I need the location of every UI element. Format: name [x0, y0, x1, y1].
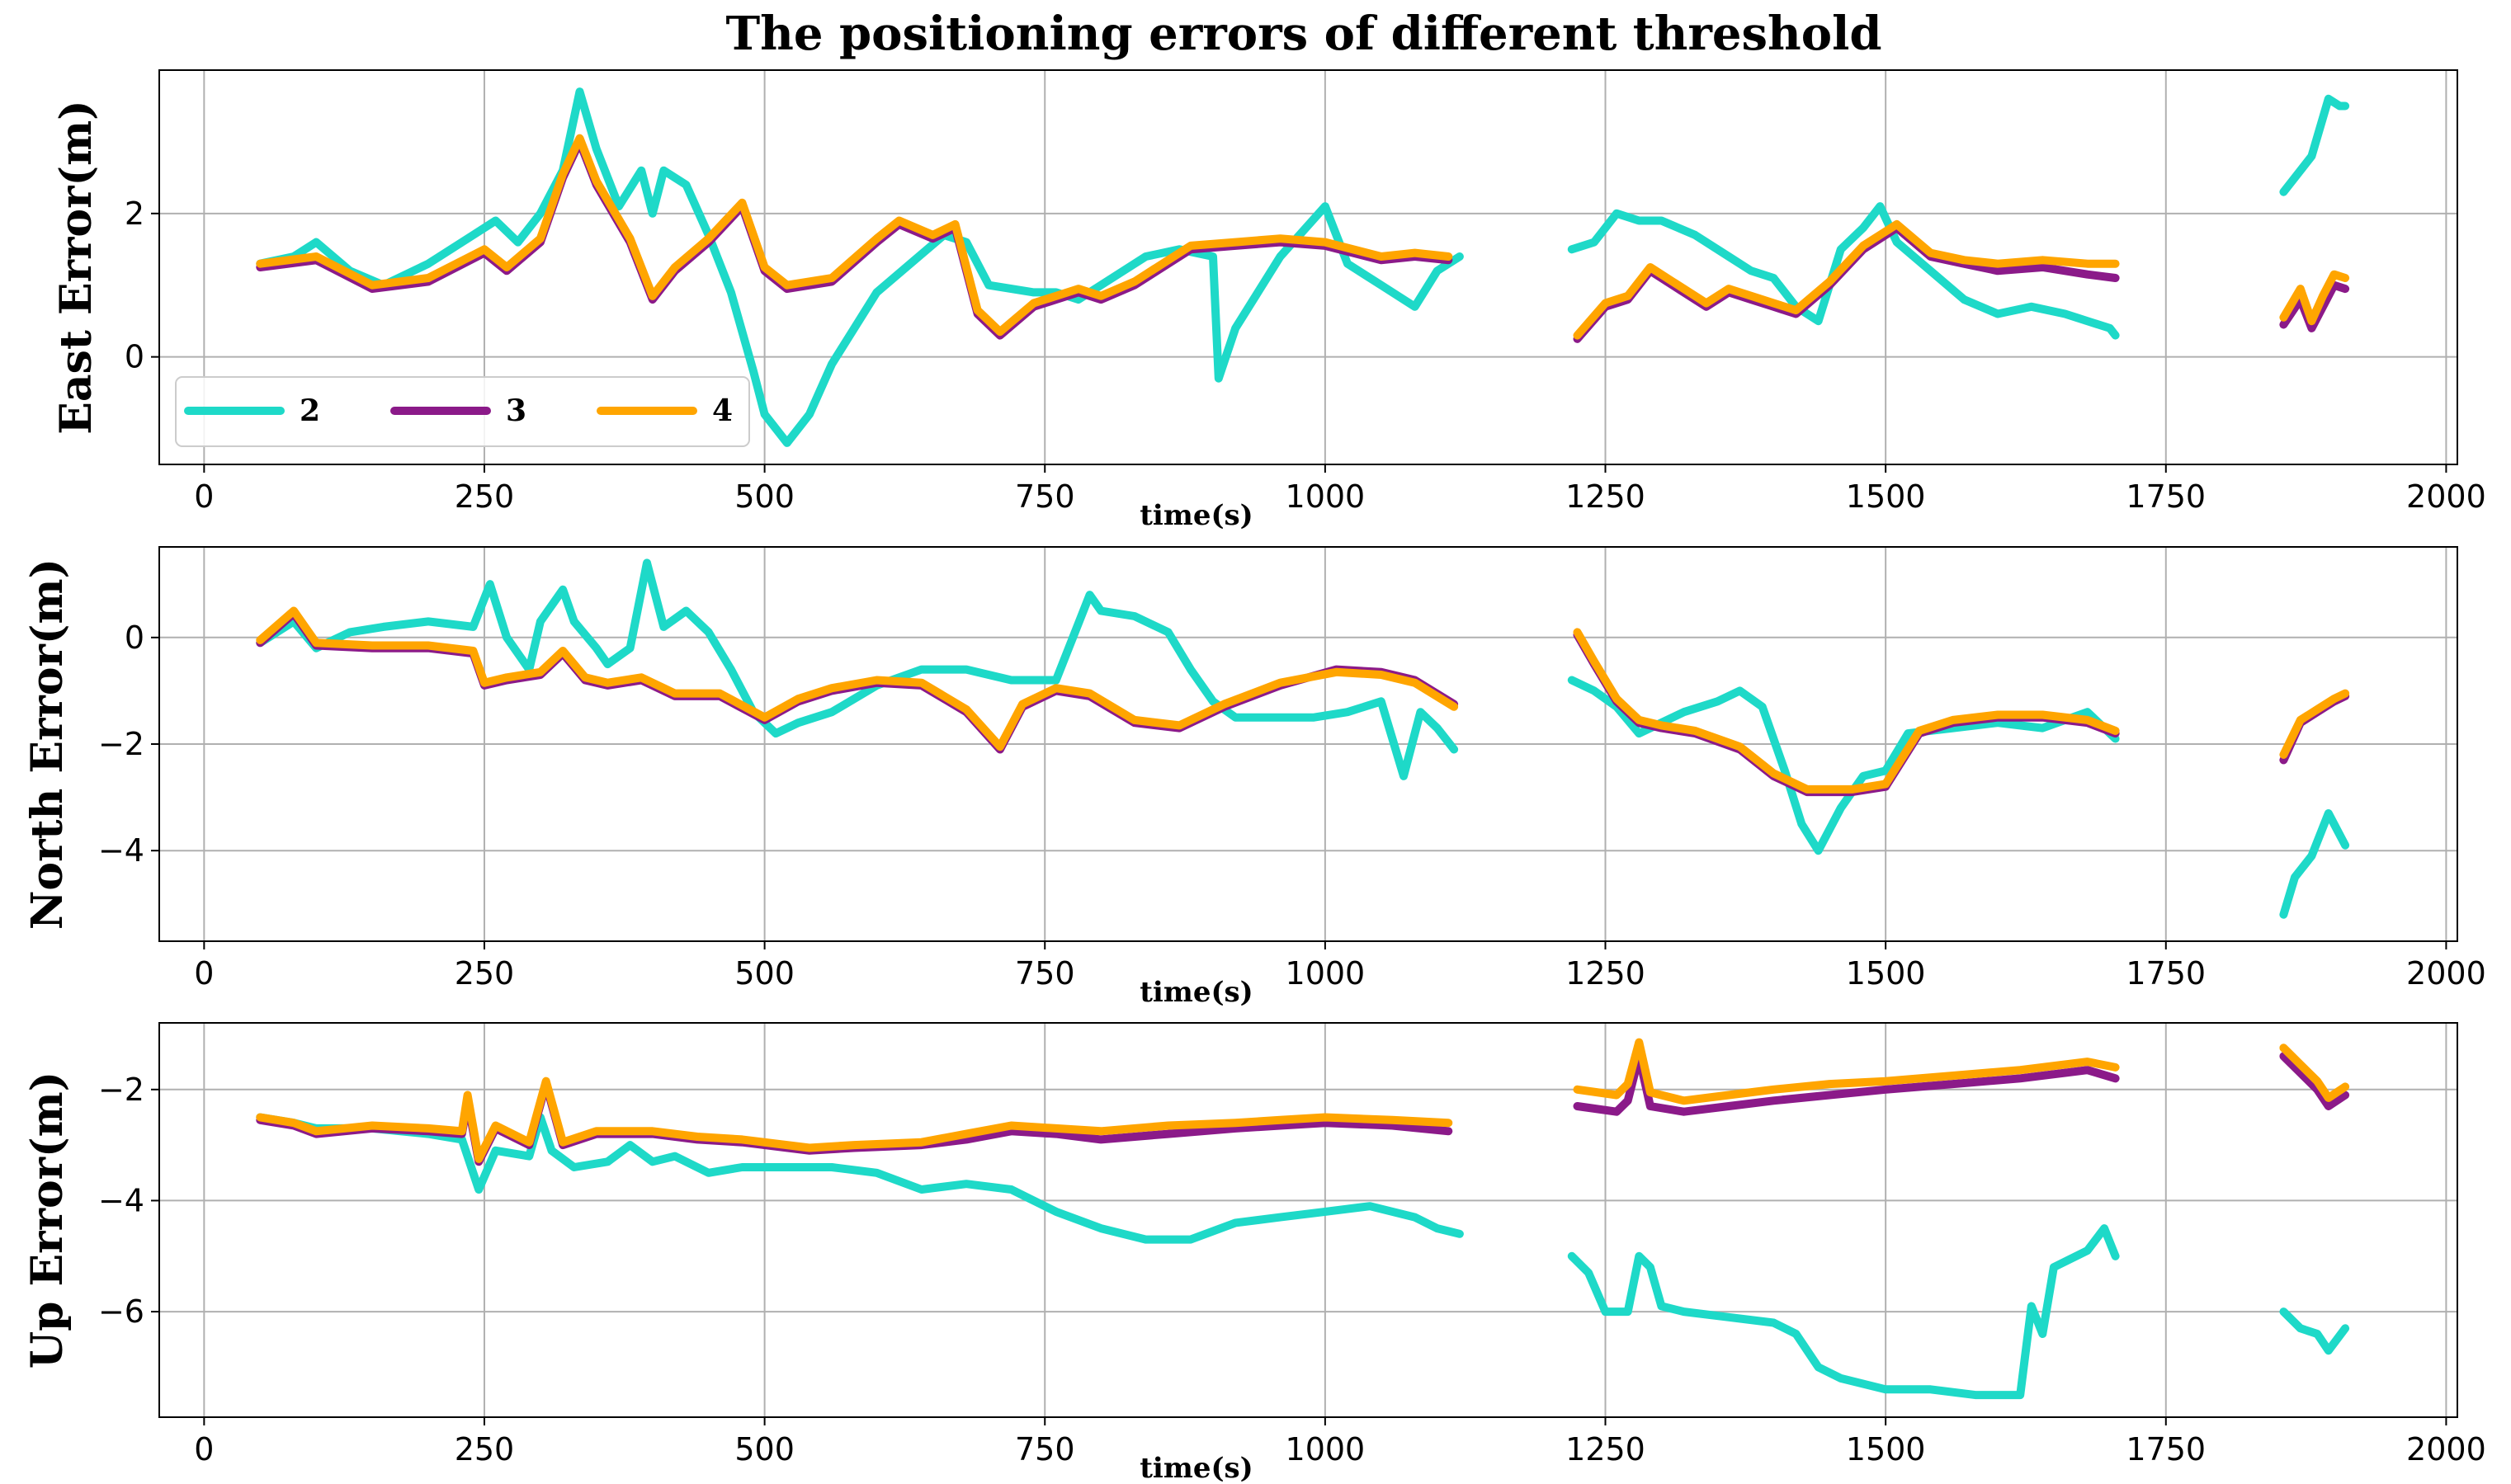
- series-4-line: [1573, 219, 2120, 340]
- x-tick-label: 1500: [1846, 478, 1926, 515]
- y-tick-label: 0: [125, 620, 144, 656]
- x-tick-label: 1000: [1286, 1431, 1366, 1468]
- y-axis-label: East Error(m): [51, 100, 101, 434]
- series-2-line: [2279, 1307, 2350, 1355]
- x-tick-label: 500: [734, 478, 795, 515]
- plot-frame: [158, 1022, 2458, 1418]
- y-tick-label: −4: [98, 832, 144, 869]
- plot-frame: [158, 69, 2458, 465]
- x-tick-label: 250: [455, 1431, 515, 1468]
- series-4-line: [1573, 628, 2120, 794]
- series-4-line: [256, 1076, 1453, 1163]
- series-4-line: [2279, 1044, 2350, 1102]
- x-tick-label: 0: [194, 955, 214, 992]
- legend-label-3: 3: [506, 393, 526, 428]
- x-tick-label: 1500: [1846, 955, 1926, 992]
- legend-label-2: 2: [300, 393, 320, 428]
- series-4-line: [256, 134, 1453, 337]
- x-tick-label: 0: [194, 1431, 214, 1468]
- y-axis-label: Up Error(m): [22, 1072, 73, 1369]
- x-axis-label: time(s): [1140, 499, 1253, 532]
- x-tick-label: 1500: [1846, 1431, 1926, 1468]
- series-4-line: [256, 606, 1459, 751]
- x-axis-label: time(s): [1140, 976, 1253, 1009]
- series-group: [256, 558, 2350, 919]
- legend: 2 3 4: [175, 376, 750, 447]
- x-tick-label: 500: [734, 955, 795, 992]
- x-tick-label: 2000: [2406, 955, 2486, 992]
- x-tick-label: 1250: [1565, 478, 1645, 515]
- series-2-line: [2279, 809, 2350, 919]
- y-tick-label: 2: [125, 196, 144, 232]
- series-3-line: [1573, 1052, 2120, 1116]
- x-tick-label: 1000: [1286, 478, 1366, 515]
- x-tick-label: 1750: [2126, 1431, 2206, 1468]
- series-2-line: [256, 558, 1459, 780]
- series-4-line: [2279, 689, 2350, 759]
- x-tick-label: 500: [734, 1431, 795, 1468]
- x-tick-label: 750: [1015, 1431, 1075, 1468]
- series-4-line: [2279, 270, 2350, 326]
- panel-1: 0 250 500 750 1000 1250 1500 1750 2000 0 2 time(s) E…: [51, 69, 2486, 532]
- series-2-line: [2279, 94, 2350, 196]
- panel-2: 0 250 500 750 1000 1250 1500 1750 2000 0 −2 −4 time(…: [22, 546, 2486, 1009]
- x-tick-label: 1750: [2126, 478, 2206, 515]
- series-4-line: [1573, 1038, 2120, 1105]
- x-tick-label: 2000: [2406, 478, 2486, 515]
- y-axis-label: North Error(m): [22, 558, 73, 930]
- series-group: [256, 1038, 2350, 1400]
- x-tick-label: 250: [455, 955, 515, 992]
- series-2-line: [1567, 202, 2120, 340]
- x-tick-label: 1000: [1286, 955, 1366, 992]
- x-axis-label: time(s): [1140, 1452, 1253, 1484]
- series-2-line: [256, 87, 1464, 447]
- x-tick-label: 1250: [1565, 955, 1645, 992]
- chart-title: The positioning errors of different thre…: [725, 7, 1881, 61]
- x-tick-label: 250: [455, 478, 515, 515]
- legend-label-4: 4: [712, 393, 733, 428]
- panel-3: 0 250 500 750 1000 1250 1500 1750 2000 −2 −4 −6 time…: [22, 1022, 2486, 1484]
- y-tick-label: −4: [98, 1182, 144, 1218]
- y-tick-label: −2: [98, 726, 144, 762]
- series-2-line: [256, 1113, 1464, 1244]
- x-tick-label: 2000: [2406, 1431, 2486, 1468]
- y-tick-label: −2: [98, 1072, 144, 1108]
- y-tick-label: −6: [98, 1293, 144, 1330]
- series-group: [256, 87, 2350, 447]
- x-tick-label: 1250: [1565, 1431, 1645, 1468]
- series-2-line: [1567, 676, 2120, 855]
- x-tick-label: 750: [1015, 955, 1075, 992]
- series-2-line: [1567, 1224, 2120, 1400]
- y-tick-label: 0: [125, 339, 144, 375]
- x-tick-label: 1750: [2126, 955, 2206, 992]
- x-tick-label: 750: [1015, 478, 1075, 515]
- series-3-line: [2279, 1052, 2350, 1110]
- x-tick-label: 0: [194, 478, 214, 515]
